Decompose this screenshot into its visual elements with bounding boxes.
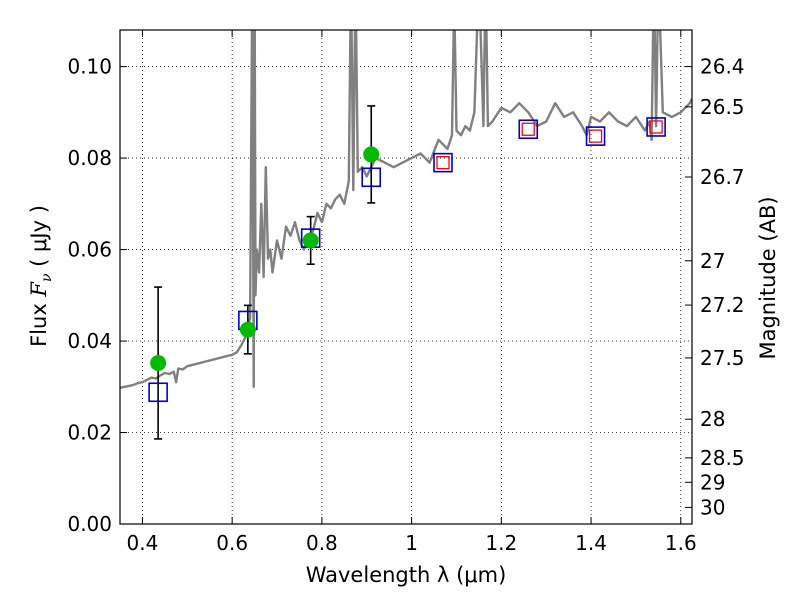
model-flux-square-red [436,155,450,170]
axis-ticks [120,30,692,525]
model-flux-square [361,167,382,188]
observed-flux-point [302,232,319,249]
tick-labels: 0.4 0.6 0.8 1 1.2 1.4 1.6 0.00 0.02 0.04 0.06 0.08 0… [67,55,744,555]
y2-tick-label: 28.5 [700,446,745,470]
y2-tick-label: 27.5 [700,346,745,370]
y2-tick-label: 26.4 [700,55,745,79]
x-tick-label: 0.4 [127,531,159,555]
observed-flux-point [363,146,380,163]
y-tick-label: 0.06 [67,238,112,262]
y-tick-label: 0.10 [67,55,112,79]
model-flux-square [433,152,453,173]
grid-lines [120,30,692,525]
y2-tick-label: 26.5 [700,95,745,119]
y-axis-title-text: Flux [27,297,51,347]
x-tick-label: 1.2 [485,531,517,555]
y2-tick-label: 27.2 [700,293,745,317]
x-tick-label: 0.8 [306,531,338,555]
y-tick-label: 0.04 [67,329,112,353]
model-flux-square-red [649,120,663,134]
y2-tick-label: 27 [700,249,725,273]
y2-tick-label: 28 [700,407,725,431]
y2-tick-label: 29 [700,470,725,494]
y-axis-title-unit: ( μJy ) [27,205,51,273]
sed-model-layer [120,30,692,389]
model-flux-square [585,126,606,146]
x-tick-label: 1 [405,531,418,555]
model-flux-square-red [521,122,535,136]
y-axis-title-subscript: ν [39,273,55,282]
y2-tick-label: 30 [700,495,725,519]
x-tick-label: 1.6 [665,531,697,555]
x-tick-label: 0.6 [216,531,248,555]
model-flux-square-red [588,129,603,143]
model-flux-square [518,119,539,140]
y-tick-label: 0.02 [67,421,112,445]
plot-frame [119,29,693,525]
x-tick-label: 1.4 [575,531,607,555]
x-axis-title: Wavelength λ (μm) [306,563,507,587]
sed-model-line [120,30,692,389]
observed-flux-point [239,321,256,338]
y2-axis-title: Magnitude (AB) [756,196,780,359]
y-tick-label: 0.00 [67,512,112,536]
model-flux-square [646,117,666,137]
y2-tick-label: 26.7 [700,165,745,189]
observed-flux-point [150,354,167,371]
y-axis-title: Flux Fν ( μJy ) [27,205,55,347]
model-flux-square [148,382,168,403]
photometry-layer [148,105,666,440]
y-tick-label: 0.08 [67,146,112,170]
y-axis-title-symbol: F [27,281,51,298]
